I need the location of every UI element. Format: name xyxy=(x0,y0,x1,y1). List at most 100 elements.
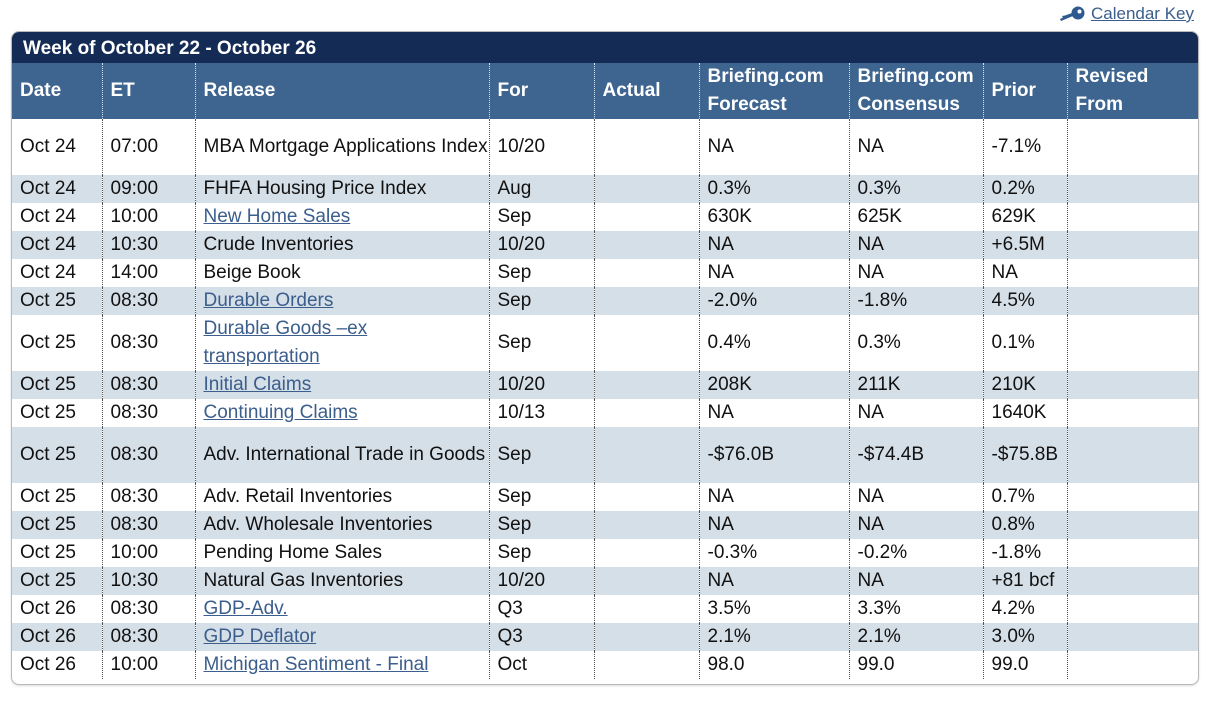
release-link[interactable]: Durable Orders xyxy=(203,290,334,311)
prior-cell: 0.2% xyxy=(982,175,1067,203)
forecast-cell: NA xyxy=(698,399,849,427)
table-row: Oct 25 08:30 Adv. International Trade in G… xyxy=(12,427,1198,483)
table-row: Oct 26 10:00 Michigan Sentiment - Final Oct… xyxy=(12,651,1198,679)
actual-cell xyxy=(593,595,699,623)
revised-cell xyxy=(1066,399,1198,427)
time-cell: 08:30 xyxy=(101,483,195,511)
for-cell: Oct xyxy=(488,651,594,679)
prior-cell: 99.0 xyxy=(982,651,1067,679)
table-row: Oct 24 09:00 FHFA Housing Price Index Aug 0.… xyxy=(12,175,1198,203)
column-header: Prior xyxy=(982,63,1067,119)
column-header: Briefing.com Consensus xyxy=(848,63,983,119)
date-cell: Oct 24 xyxy=(12,231,102,259)
release-cell: Crude Inventories xyxy=(194,231,489,259)
prior-cell: -1.8% xyxy=(982,539,1067,567)
column-header: Revised From xyxy=(1066,63,1198,119)
release-link[interactable]: Durable Goods –ex transportation xyxy=(203,318,368,367)
forecast-cell: -0.3% xyxy=(698,539,849,567)
consensus-cell: NA xyxy=(848,567,983,595)
prior-cell: 629K xyxy=(982,203,1067,231)
time-cell: 10:30 xyxy=(101,231,195,259)
time-cell: 10:00 xyxy=(101,539,195,567)
table-header-row: Date ET Release For Actual Briefing.com … xyxy=(12,63,1198,119)
for-cell: 10/20 xyxy=(488,231,594,259)
week-title: Week of October 22 - October 26 xyxy=(12,32,1198,63)
actual-cell xyxy=(593,427,699,483)
release-cell: Durable Goods –ex transportation xyxy=(194,315,489,371)
forecast-cell: 630K xyxy=(698,203,849,231)
time-cell: 10:00 xyxy=(101,203,195,231)
date-cell: Oct 25 xyxy=(12,427,102,483)
release-link[interactable]: Initial Claims xyxy=(203,374,312,395)
release-link[interactable]: New Home Sales xyxy=(203,206,351,227)
actual-cell xyxy=(593,315,699,371)
table-row: Oct 24 10:00 New Home Sales Sep 630K 625K 629K xyxy=(12,203,1198,231)
release-link[interactable]: Michigan Sentiment - Final xyxy=(203,654,429,675)
table-row: Oct 26 08:30 GDP Deflator Q3 2.1% 2.1% 3.0% xyxy=(12,623,1198,651)
release-cell: Adv. Wholesale Inventories xyxy=(194,511,489,539)
prior-cell: 1640K xyxy=(982,399,1067,427)
consensus-cell: NA xyxy=(848,119,983,175)
forecast-cell: NA xyxy=(698,511,849,539)
consensus-cell: 3.3% xyxy=(848,595,983,623)
calendar-key-link[interactable]: Calendar Key xyxy=(1057,4,1194,24)
time-cell: 10:00 xyxy=(101,651,195,679)
actual-cell xyxy=(593,623,699,651)
revised-cell xyxy=(1066,315,1198,371)
release-cell: Continuing Claims xyxy=(194,399,489,427)
date-cell: Oct 24 xyxy=(20,136,76,157)
prior-cell: 4.2% xyxy=(982,595,1067,623)
date-cell: Oct 25 xyxy=(20,542,76,563)
revised-cell xyxy=(1066,259,1198,287)
date-cell: Oct 24 xyxy=(12,175,102,203)
prior-cell: -7.1% xyxy=(982,119,1067,175)
date-cell: Oct 24 xyxy=(20,206,76,227)
calendar-key-label[interactable]: Calendar Key xyxy=(1090,4,1194,23)
time-cell: 08:30 xyxy=(101,315,195,371)
for-cell: 10/13 xyxy=(488,399,594,427)
release-link[interactable]: Continuing Claims xyxy=(203,402,358,423)
release-cell: GDP Deflator xyxy=(194,623,489,651)
time-cell: 08:30 xyxy=(101,595,195,623)
forecast-cell: NA xyxy=(698,259,849,287)
time-cell: 08:30 xyxy=(101,399,195,427)
actual-cell xyxy=(593,231,699,259)
release-cell: Beige Book xyxy=(194,259,489,287)
time-cell: 08:30 xyxy=(101,287,195,315)
key-icon xyxy=(1057,5,1087,23)
release-cell: FHFA Housing Price Index xyxy=(194,175,489,203)
consensus-cell: 625K xyxy=(848,203,983,231)
table-row: Oct 24 10:30 Crude Inventories 10/20 NA NA +6.… xyxy=(12,231,1198,259)
forecast-cell: NA xyxy=(698,119,849,175)
date-cell: Oct 26 xyxy=(12,623,102,651)
table-row: Oct 25 08:30 Adv. Retail Inventories Sep NA N… xyxy=(12,483,1198,511)
revised-cell xyxy=(1066,483,1198,511)
prior-cell: 210K xyxy=(982,371,1067,399)
release-cell: MBA Mortgage Applications Index xyxy=(194,119,489,175)
date-cell: Oct 25 xyxy=(12,511,102,539)
consensus-cell: NA xyxy=(848,399,983,427)
table-row: Oct 25 08:30 Durable Goods –ex transportat… xyxy=(12,315,1198,371)
forecast-cell: -$76.0B xyxy=(698,427,849,483)
release-link[interactable]: GDP Deflator xyxy=(203,626,317,647)
for-cell: Sep xyxy=(488,427,594,483)
table-row: Oct 25 08:30 Continuing Claims 10/13 NA NA 164… xyxy=(12,399,1198,427)
release-cell: Durable Orders xyxy=(194,287,489,315)
forecast-cell: NA xyxy=(698,231,849,259)
forecast-cell: 0.3% xyxy=(698,175,849,203)
table-row: Oct 25 10:30 Natural Gas Inventories 10/20 N… xyxy=(12,567,1198,595)
actual-cell xyxy=(593,203,699,231)
table-row: Oct 25 10:00 Pending Home Sales Sep -0.3% -0.… xyxy=(12,539,1198,567)
actual-cell xyxy=(593,287,699,315)
prior-cell: 0.1% xyxy=(982,315,1067,371)
consensus-cell: 2.1% xyxy=(848,623,983,651)
consensus-cell: -0.2% xyxy=(848,539,983,567)
prior-cell: 0.7% xyxy=(982,483,1067,511)
prior-cell: +81 bcf xyxy=(982,567,1067,595)
time-cell: 08:30 xyxy=(101,371,195,399)
revised-cell xyxy=(1066,623,1198,651)
consensus-cell: -$74.4B xyxy=(848,427,983,483)
release-link[interactable]: GDP-Adv. xyxy=(203,598,288,619)
column-header: ET xyxy=(101,63,195,119)
prior-cell: 4.5% xyxy=(982,287,1067,315)
